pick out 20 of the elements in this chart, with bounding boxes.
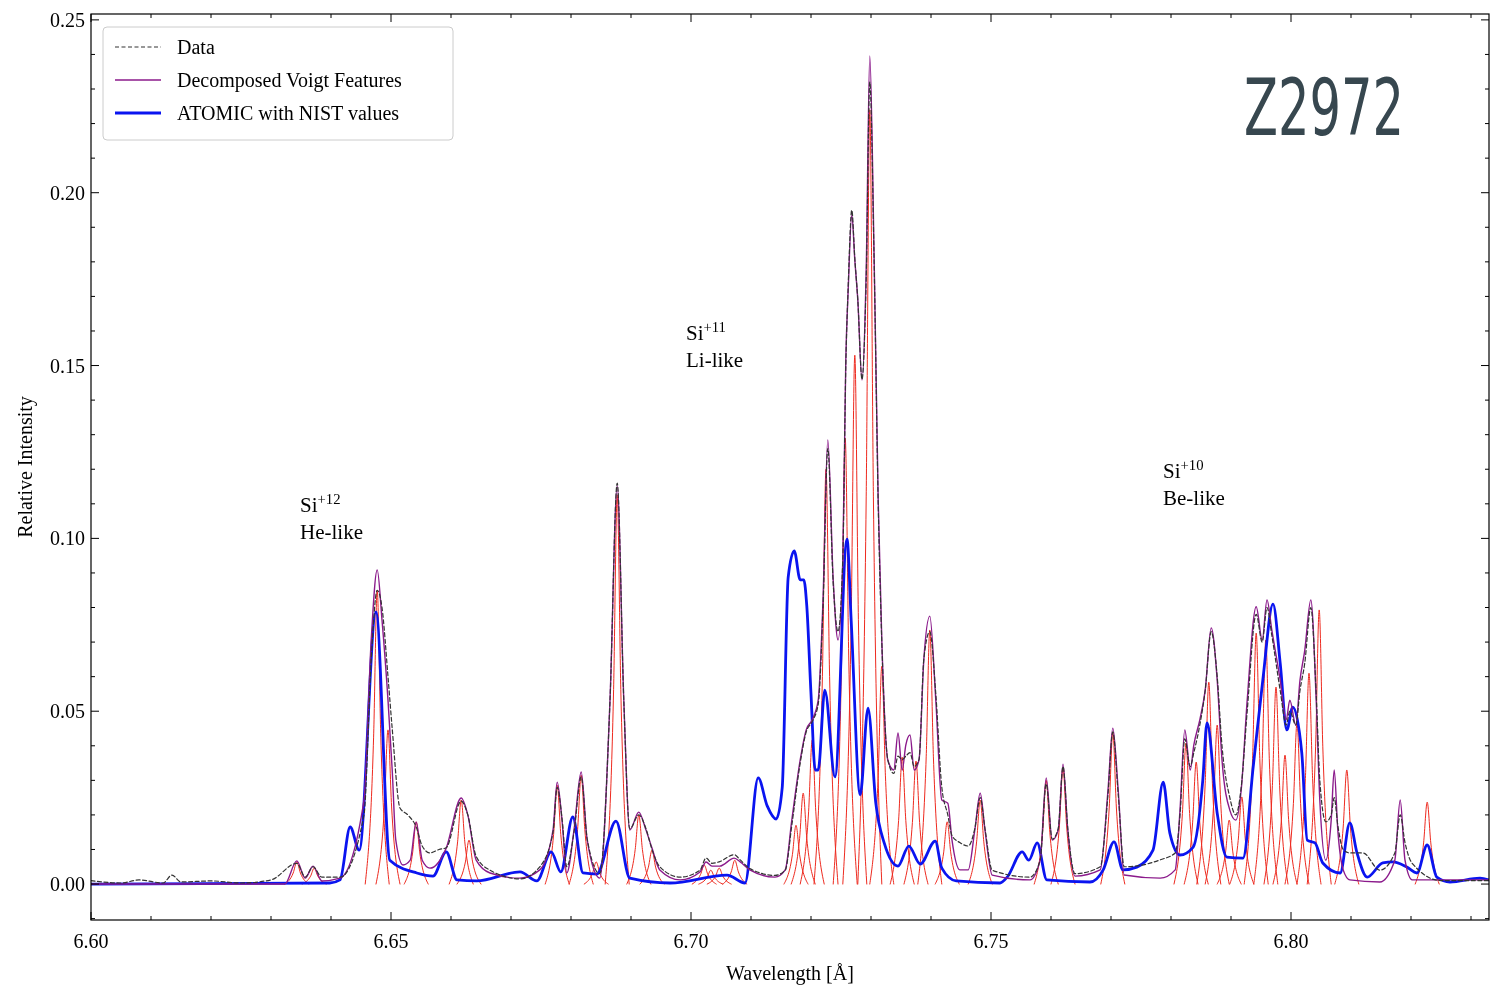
legend-label: Decomposed Voigt Features	[177, 69, 402, 92]
annotation: Si$^{+11}$ Li-like	[686, 319, 744, 372]
y-tick-label: 0.00	[50, 873, 85, 896]
y-tick-label: 0.10	[50, 527, 85, 550]
y-tick-label: 0.20	[50, 181, 85, 204]
y-tick-label: 0.05	[50, 700, 85, 723]
x-tick-label: 6.60	[73, 930, 109, 952]
legend-label: Data	[177, 36, 215, 58]
x-tick-label: 6.70	[673, 930, 709, 952]
annotation: Si$^{+10}$ Be-like	[1163, 457, 1225, 510]
y-tick-label: 0.25	[50, 8, 85, 31]
y-axis-title: Relative Intensity	[14, 396, 37, 538]
x-tick-label: 6.75	[973, 930, 1009, 952]
annotation: Si$^{+12}$ He-like	[300, 491, 363, 544]
y-tick-label: 0.15	[50, 354, 85, 377]
annotation: Z2972	[1244, 63, 1471, 153]
legend-label: ATOMIC with NIST values	[177, 102, 400, 124]
x-tick-label: 6.80	[1273, 930, 1309, 952]
x-tick-label: 6.65	[373, 930, 409, 952]
x-axis-title: Wavelength [Å]	[726, 962, 854, 985]
